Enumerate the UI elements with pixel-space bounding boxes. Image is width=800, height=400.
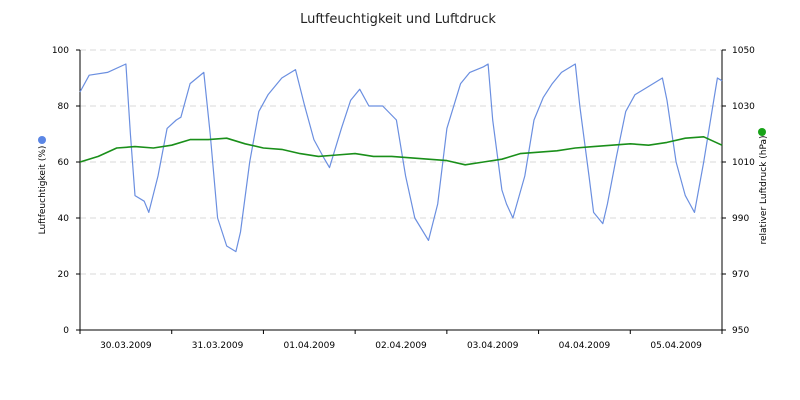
pressure-legend-marker	[758, 128, 766, 136]
y-left-tick-label: 40	[58, 214, 70, 224]
x-tick-label: 01.04.2009	[284, 341, 336, 351]
y-right-tick-label: 990	[732, 214, 749, 224]
x-tick-label: 04.04.2009	[559, 341, 611, 351]
y-left-axis-label: Luftfeuchtigkeit (%)	[38, 146, 48, 235]
axes	[76, 49, 726, 334]
x-tick-label: 30.03.2009	[100, 341, 152, 351]
x-tick-label: 31.03.2009	[192, 341, 244, 351]
y-left-tick-label: 60	[58, 158, 70, 168]
chart-title: Luftfeuchtigkeit und Luftdruck	[300, 12, 496, 27]
grid	[80, 49, 722, 275]
y-right-tick-label: 1030	[732, 102, 755, 112]
series-layer	[79, 63, 723, 253]
y-left-tick-label: 80	[58, 102, 70, 112]
y-left-tick-label: 0	[63, 326, 69, 336]
x-tick-label: 02.04.2009	[375, 341, 427, 351]
humidity-legend-marker	[38, 136, 46, 144]
y-right-tick-label: 1050	[732, 46, 755, 56]
y-right-tick-label: 950	[732, 326, 749, 336]
pressure-series-line	[79, 136, 723, 166]
y-right-tick-label: 1010	[732, 158, 755, 168]
y-left-tick-label: 20	[58, 270, 70, 280]
x-tick-label: 03.04.2009	[467, 341, 519, 351]
y-left-tick-label: 100	[52, 46, 69, 56]
tick-labels: 0 20 40 60 80 100 950 970 990 1010 1030 1050 30.03.2…	[52, 46, 755, 351]
y-right-tick-label: 970	[732, 270, 749, 280]
y-right-axis-label: relativer Luftdruck (hPa)	[759, 135, 769, 244]
humidity-series-line	[79, 63, 723, 253]
x-tick-label: 05.04.2009	[650, 341, 702, 351]
